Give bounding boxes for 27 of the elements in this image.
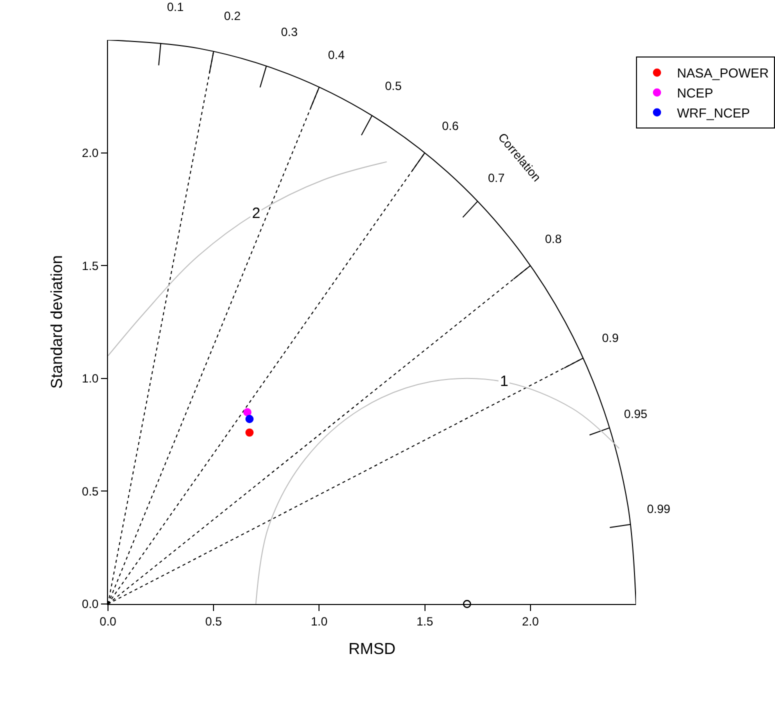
series-label: 1 [500,373,508,390]
x-tick-label: 1.0 [310,614,328,628]
y-tick-label: 2.0 [82,146,99,160]
text: 0.6 [442,119,460,133]
x-tick-label: 1.5 [416,614,434,628]
y-tick-label: 1.0 [82,372,99,386]
series-label: 0.99 [647,502,671,516]
text: 0.8 [545,232,562,246]
series-label: 0.95 [624,407,648,421]
text: 0.5 [385,79,402,93]
series-label: 2 [252,205,260,222]
x-axis-title: RMSD [348,641,396,658]
y-axis-title: Standard deviation [48,255,66,389]
legend-label: NCEP [677,86,714,101]
y-tick-label: 0.5 [82,484,99,498]
y-tick-label: 1.5 [82,258,99,273]
text: 0.3 [281,25,298,39]
x-tick-label: 2.0 [522,614,540,628]
text: 0.2 [224,9,242,23]
legend-label: NASA_POWER [677,66,769,81]
text: 0.1 [167,0,184,14]
x-tick-label: 0.5 [205,614,222,628]
text: 0.4 [328,48,346,62]
y-tick-label: 0.0 [82,597,99,612]
series-label: 0.9 [602,331,620,345]
legend-label: WRF_NCEP [677,105,750,120]
x-tick-label: 0.0 [100,614,117,628]
